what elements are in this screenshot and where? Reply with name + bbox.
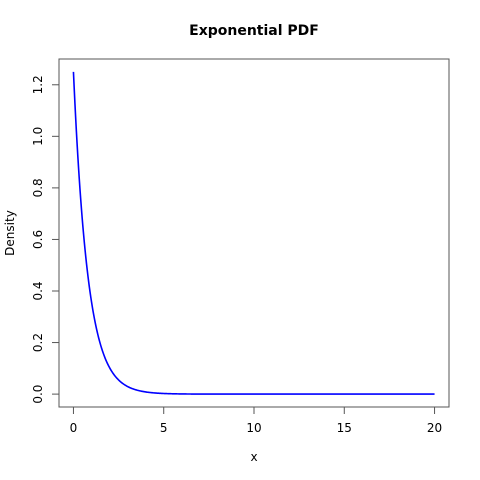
y-tick-label: 1.2 [31, 75, 45, 94]
x-tick-label: 5 [160, 421, 168, 435]
series-layer [73, 72, 434, 394]
y-axis: 0.0 0.2 0.4 0.6 0.8 1.0 1.2 [31, 75, 59, 403]
x-axis-label: x [250, 450, 257, 464]
series-line [73, 72, 434, 394]
x-tick-label: 20 [427, 421, 442, 435]
plot-frame [59, 59, 449, 407]
x-tick-label: 15 [337, 421, 352, 435]
y-tick-label: 0.8 [31, 178, 45, 197]
y-tick-label: 0.6 [31, 230, 45, 249]
y-tick-label: 0.0 [31, 385, 45, 404]
chart-title: Exponential PDF [189, 23, 319, 39]
x-tick-label: 10 [246, 421, 261, 435]
y-tick-label: 0.4 [31, 281, 45, 300]
x-axis: 0 5 10 15 20 [70, 407, 443, 435]
y-tick-label: 0.2 [31, 333, 45, 352]
y-tick-label: 1.0 [31, 127, 45, 146]
y-axis-label: Density [3, 210, 17, 256]
x-tick-label: 0 [70, 421, 78, 435]
